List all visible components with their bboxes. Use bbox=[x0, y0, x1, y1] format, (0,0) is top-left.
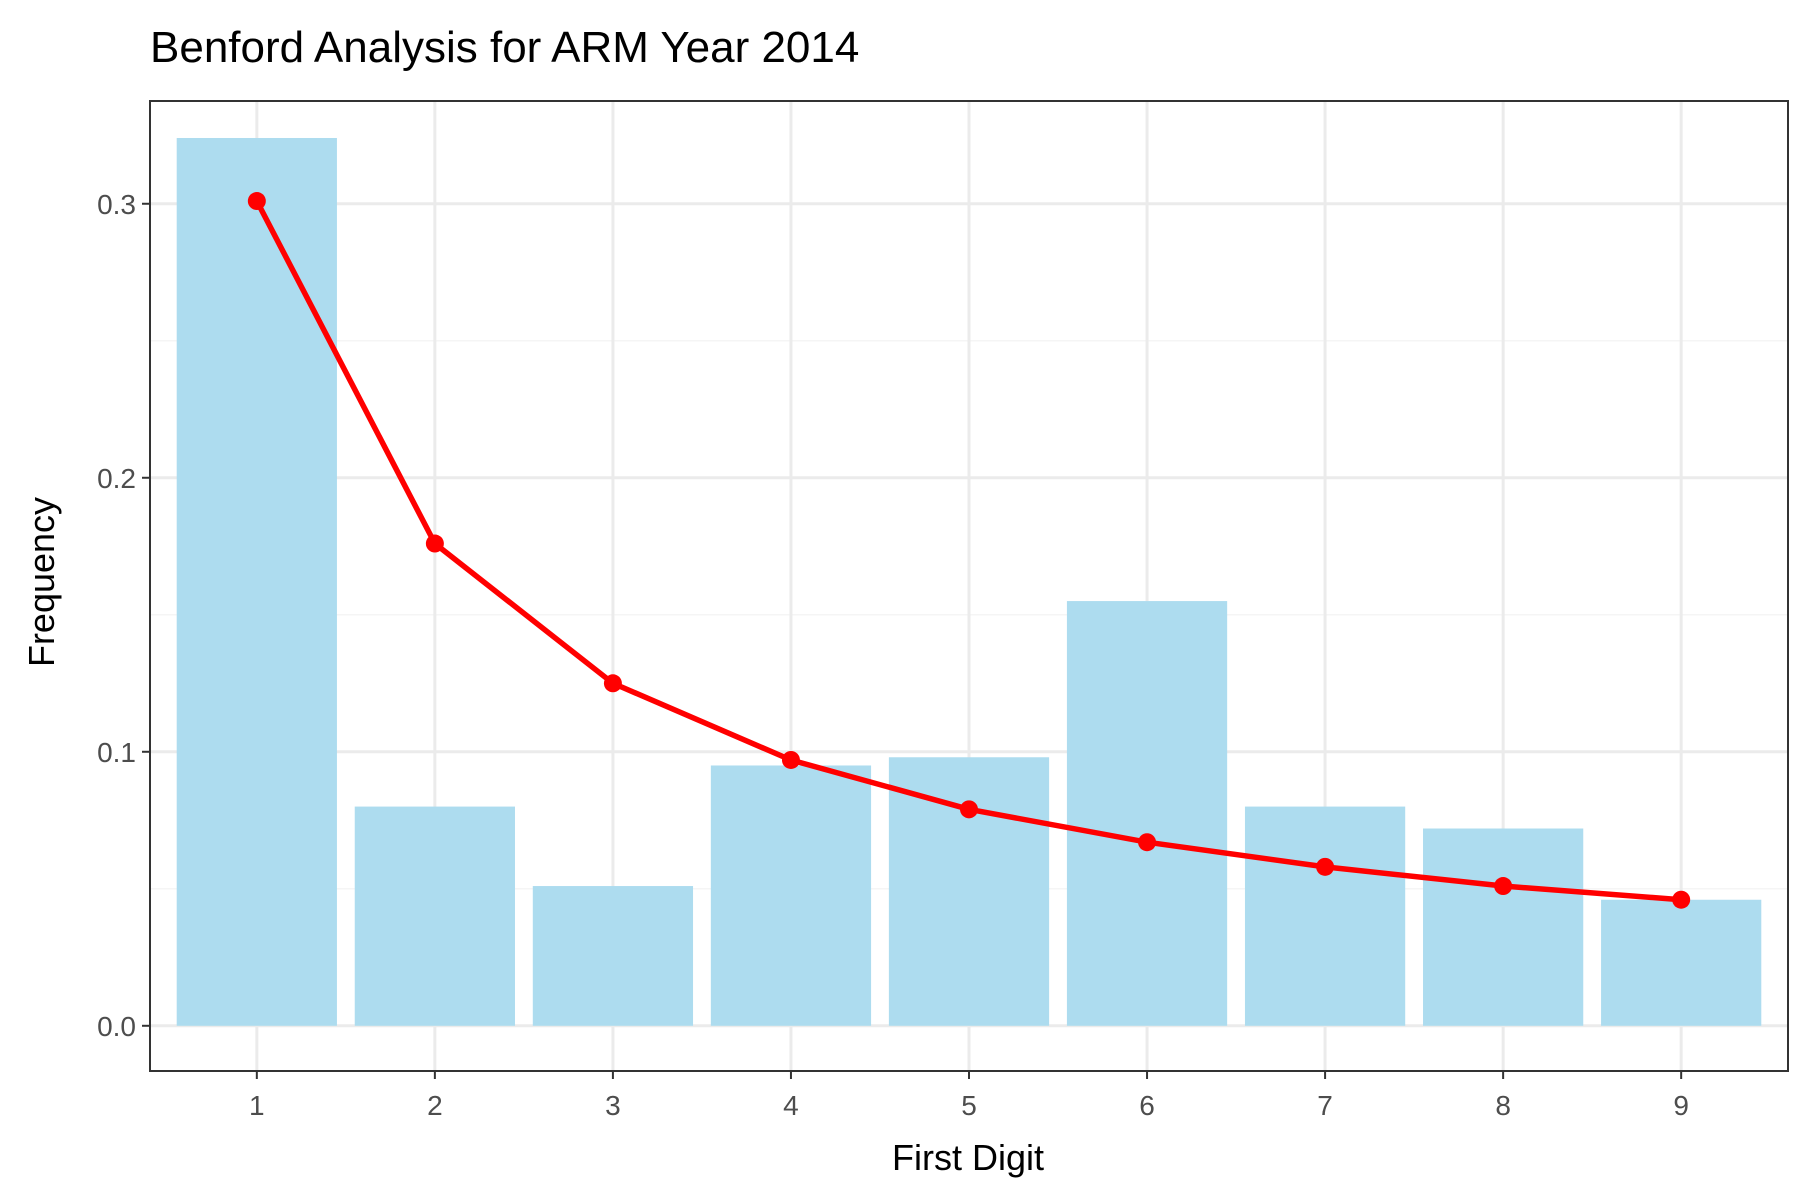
x-tick-label: 5 bbox=[961, 1090, 977, 1121]
benford-point-digit-9 bbox=[1672, 890, 1691, 909]
x-tick-label: 9 bbox=[1673, 1090, 1689, 1121]
y-tick-label: 0.2 bbox=[97, 463, 136, 494]
bar-series bbox=[176, 137, 1762, 1026]
y-axis-ticks: 0.0 0.1 0.2 0.3 bbox=[97, 189, 150, 1042]
x-tick-label: 3 bbox=[605, 1090, 621, 1121]
benford-point-digit-3 bbox=[603, 674, 622, 693]
bar-digit-4 bbox=[710, 765, 872, 1026]
y-axis-title: Frequency bbox=[21, 497, 62, 667]
bar-digit-5 bbox=[888, 757, 1050, 1026]
x-tick-label: 2 bbox=[427, 1090, 443, 1121]
benford-point-digit-5 bbox=[960, 800, 978, 819]
bar-digit-7 bbox=[1244, 806, 1406, 1026]
benford-point-digit-8 bbox=[1494, 877, 1513, 896]
benford-point-digit-7 bbox=[1316, 857, 1335, 876]
x-tick-label: 6 bbox=[1139, 1090, 1155, 1121]
bar-digit-9 bbox=[1601, 899, 1762, 1026]
y-tick-label: 0.0 bbox=[97, 1011, 136, 1042]
benford-point-digit-4 bbox=[781, 750, 800, 769]
benford-point-digit-2 bbox=[425, 534, 444, 553]
chart-title: Benford Analysis for ARM Year 2014 bbox=[150, 23, 859, 72]
x-tick-label: 1 bbox=[249, 1090, 265, 1121]
x-tick-label: 8 bbox=[1495, 1090, 1511, 1121]
bar-digit-3 bbox=[532, 886, 694, 1026]
bar-digit-8 bbox=[1423, 828, 1584, 1026]
benford-point-digit-1 bbox=[247, 192, 266, 211]
x-axis-ticks: 1 2 3 4 5 6 7 8 9 bbox=[249, 1071, 1689, 1121]
bar-digit-1 bbox=[176, 137, 337, 1026]
benford-point-digit-6 bbox=[1138, 833, 1157, 852]
x-tick-label: 7 bbox=[1317, 1090, 1333, 1121]
y-tick-label: 0.3 bbox=[97, 189, 136, 220]
bar-digit-2 bbox=[354, 806, 515, 1026]
x-tick-label: 4 bbox=[783, 1090, 799, 1121]
x-axis-title: First Digit bbox=[892, 1137, 1044, 1178]
bar-digit-6 bbox=[1066, 601, 1228, 1026]
line-points bbox=[247, 192, 1691, 909]
y-tick-label: 0.1 bbox=[97, 737, 136, 768]
